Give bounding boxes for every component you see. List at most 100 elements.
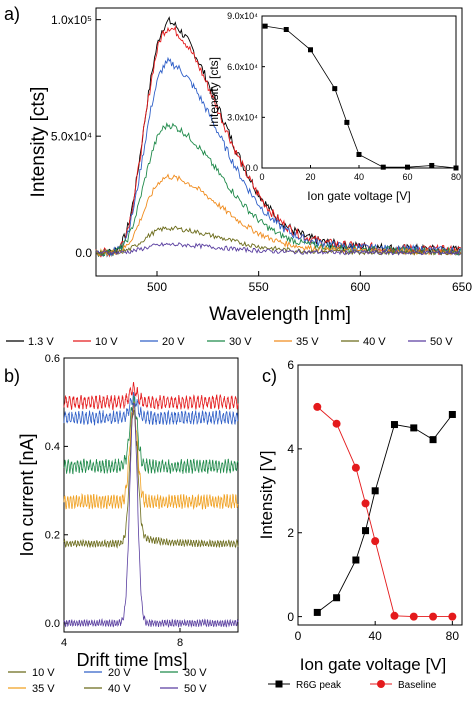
plot-a-ytick-label: 5.0x10⁴ bbox=[51, 129, 92, 143]
legend-a: 1.3 V 10 V 20 V 30 V 35 V 40 V 50 V bbox=[6, 336, 453, 348]
plot-a-ytick-label: 1.0x10⁵ bbox=[51, 13, 92, 27]
plot-c-point-square bbox=[429, 436, 437, 444]
plot-c-point-square bbox=[313, 608, 321, 616]
plot-b-series-line bbox=[63, 409, 239, 549]
panel-c: c) 0 40 80 0 2 4 6 Ion gate voltage [V] Intens… bbox=[257, 358, 463, 674]
legend-c-label: Baseline bbox=[398, 680, 437, 691]
plot-c-point-square bbox=[352, 556, 360, 564]
plot-a-inset-ylabel: Intensity [cts] bbox=[207, 57, 221, 127]
plot-a-inset-ytick-label: 3.0x10⁴ bbox=[227, 112, 258, 122]
plot-a-inset-point bbox=[453, 165, 459, 171]
plot-b-ytick-label: 0.4 bbox=[45, 441, 60, 453]
plot-a-inset-xtick-label: 80 bbox=[451, 172, 461, 182]
plot-c-point-circle bbox=[313, 402, 322, 411]
plot-c-frame bbox=[297, 364, 463, 626]
plot-c-point-circle bbox=[361, 499, 370, 508]
plot-a-series-line bbox=[95, 225, 462, 257]
legend-c-marker-circle bbox=[377, 680, 385, 688]
legend-a-label: 35 V bbox=[296, 336, 319, 348]
plot-a-inset-point bbox=[283, 27, 289, 33]
plot-a-inset-point bbox=[262, 23, 268, 29]
plot-b-series-line bbox=[63, 401, 239, 510]
plot-b-ylabel: Ion current [nA] bbox=[17, 433, 37, 556]
plot-a-ylabel: Intensity [cts] bbox=[28, 87, 49, 198]
legend-b: 10 V 20 V 30 V 35 V 40 V 50 V bbox=[8, 667, 207, 695]
plot-c-point-circle bbox=[351, 463, 360, 472]
plot-c-point-square bbox=[390, 421, 398, 429]
plot-c-point-circle bbox=[429, 612, 438, 621]
plot-b-series-line bbox=[63, 382, 239, 411]
plot-a-series-line bbox=[95, 122, 462, 258]
legend-a-label: 50 V bbox=[430, 336, 453, 348]
plot-c-ytick-label: 4 bbox=[287, 442, 294, 456]
legend-b-label: 10 V bbox=[32, 667, 55, 679]
panel-b: b) 4 8 0.0 0.2 0.4 0.6 Drift time [ms] Ion cu… bbox=[4, 353, 239, 670]
plot-a-series-line bbox=[95, 173, 462, 257]
plot-a-inset-line bbox=[265, 25, 457, 169]
plot-a-xtick-label: 650 bbox=[452, 280, 472, 294]
plot-b-series-line bbox=[63, 392, 239, 426]
plot-a-inset-xtick-label: 20 bbox=[305, 172, 315, 182]
plot-a-inset-ticks: 0 20 40 60 80 0.0 3.0x10⁴ 6.0x10⁴ 9.0x10⁴ bbox=[227, 11, 461, 182]
plot-b-xtick-label: 4 bbox=[61, 637, 67, 649]
plot-c-point-circle bbox=[409, 612, 418, 621]
plot-a-inset-ytick-label: 0.0 bbox=[245, 163, 258, 173]
legend-c-label: R6G peak bbox=[296, 680, 342, 691]
plot-c-series-line bbox=[317, 414, 453, 613]
legend-a-label: 10 V bbox=[95, 336, 118, 348]
panel-c-label: c) bbox=[262, 366, 277, 386]
legend-a-label: 40 V bbox=[363, 336, 386, 348]
plot-c-xtick-label: 0 bbox=[295, 629, 302, 643]
plot-c-xtick-label: 80 bbox=[446, 629, 460, 643]
plot-c-ylabel: Intensity [V] bbox=[257, 451, 276, 540]
legend-c: R6G peak Baseline bbox=[268, 680, 437, 691]
plot-a-lines bbox=[95, 16, 462, 258]
plot-a-inset-ytick-label: 9.0x10⁴ bbox=[227, 11, 258, 21]
plot-a-inset-point bbox=[308, 47, 313, 53]
plot-c-ytick-label: 6 bbox=[287, 358, 294, 372]
plot-a-inset-point bbox=[429, 162, 435, 168]
plot-c-ticks: 0 40 80 0 2 4 6 bbox=[287, 358, 459, 643]
plot-a-xtick-label: 550 bbox=[249, 280, 269, 294]
plot-a-inset-point bbox=[356, 151, 362, 157]
plot-a-inset-point bbox=[380, 164, 386, 170]
plot-c-point-square bbox=[333, 594, 341, 602]
plot-a-inset-xtick-label: 60 bbox=[402, 172, 412, 182]
plot-c-point-square bbox=[410, 424, 418, 432]
plot-c-xtick-label: 40 bbox=[368, 629, 382, 643]
plot-a-inset-ytick-label: 6.0x10⁴ bbox=[227, 62, 258, 72]
plot-b-ytick-label: 0.6 bbox=[45, 353, 60, 365]
plot-a-inset-frame bbox=[261, 15, 457, 169]
plot-c-point-square bbox=[362, 527, 370, 535]
plot-a-frame bbox=[95, 7, 463, 277]
plot-c-point-circle bbox=[371, 537, 380, 546]
plot-a-inset-line bbox=[262, 23, 459, 171]
plot-b-lines bbox=[63, 382, 239, 628]
plot-c-ytick-label: 2 bbox=[287, 526, 294, 540]
plot-a-inset-xtick-label: 0 bbox=[259, 172, 264, 182]
plot-b-ytick-label: 0.2 bbox=[45, 530, 60, 542]
plot-a-inset: 0 20 40 60 80 0.0 3.0x10⁴ 6.0x10⁴ 9.0x10⁴ Ion ga… bbox=[207, 11, 461, 203]
plot-a-inset-point bbox=[344, 119, 350, 125]
plot-c-point-square bbox=[371, 487, 379, 495]
plot-c-point-circle bbox=[390, 611, 399, 620]
plot-a-series-line bbox=[95, 241, 461, 256]
legend-a-label: 20 V bbox=[162, 336, 185, 348]
legend-b-label: 40 V bbox=[108, 683, 131, 695]
plot-b-ticks: 4 8 0.0 0.2 0.4 0.6 bbox=[45, 353, 183, 649]
legend-b-label: 35 V bbox=[32, 683, 55, 695]
panel-b-label: b) bbox=[4, 366, 20, 386]
plot-a-inset-point bbox=[405, 164, 410, 170]
legend-c-marker-square bbox=[275, 680, 283, 688]
plot-a-xtick-label: 600 bbox=[350, 280, 370, 294]
legend-b-label: 20 V bbox=[108, 667, 131, 679]
plot-c-point-circle bbox=[332, 419, 341, 428]
plot-a-inset-xtick-label: 40 bbox=[354, 172, 364, 182]
plot-b-xlabel: Drift time [ms] bbox=[77, 650, 188, 670]
legend-a-label: 30 V bbox=[229, 336, 252, 348]
legend-b-label: 30 V bbox=[184, 667, 207, 679]
plot-c-lines bbox=[313, 402, 457, 621]
plot-b-series-line bbox=[63, 395, 239, 475]
plot-b-series-line bbox=[63, 402, 239, 628]
